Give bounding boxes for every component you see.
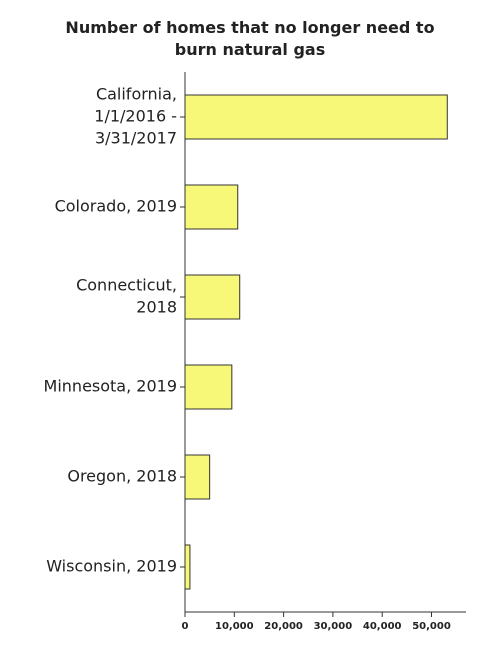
y-tick-label: 3/31/2017 bbox=[95, 129, 177, 148]
y-tick-label: 1/1/2016 - bbox=[94, 107, 177, 126]
x-tick-label: 20,000 bbox=[264, 621, 303, 632]
bar bbox=[184, 184, 239, 230]
bar bbox=[184, 454, 211, 500]
y-tick-label: Oregon, 2018 bbox=[67, 467, 177, 486]
y-tick-label: Connecticut, bbox=[76, 276, 177, 295]
chart-title: Number of homes that no longer need to bu… bbox=[65, 18, 434, 59]
bar bbox=[184, 364, 233, 410]
x-tick-label: 10,000 bbox=[215, 621, 254, 632]
x-tick-label: 0 bbox=[182, 621, 189, 632]
bar bbox=[184, 544, 191, 590]
x-tick-label: 40,000 bbox=[363, 621, 402, 632]
y-tick-label: Wisconsin, 2019 bbox=[46, 557, 177, 576]
y-tick-label: California, bbox=[96, 85, 177, 104]
y-tick-label: Minnesota, 2019 bbox=[44, 377, 177, 396]
y-tick-label: 2018 bbox=[136, 298, 177, 317]
y-tick-label: Colorado, 2019 bbox=[55, 197, 177, 216]
bar bbox=[184, 274, 241, 320]
x-tick-label: 30,000 bbox=[314, 621, 353, 632]
x-tick-label: 50,000 bbox=[412, 621, 451, 632]
bar bbox=[184, 94, 448, 140]
